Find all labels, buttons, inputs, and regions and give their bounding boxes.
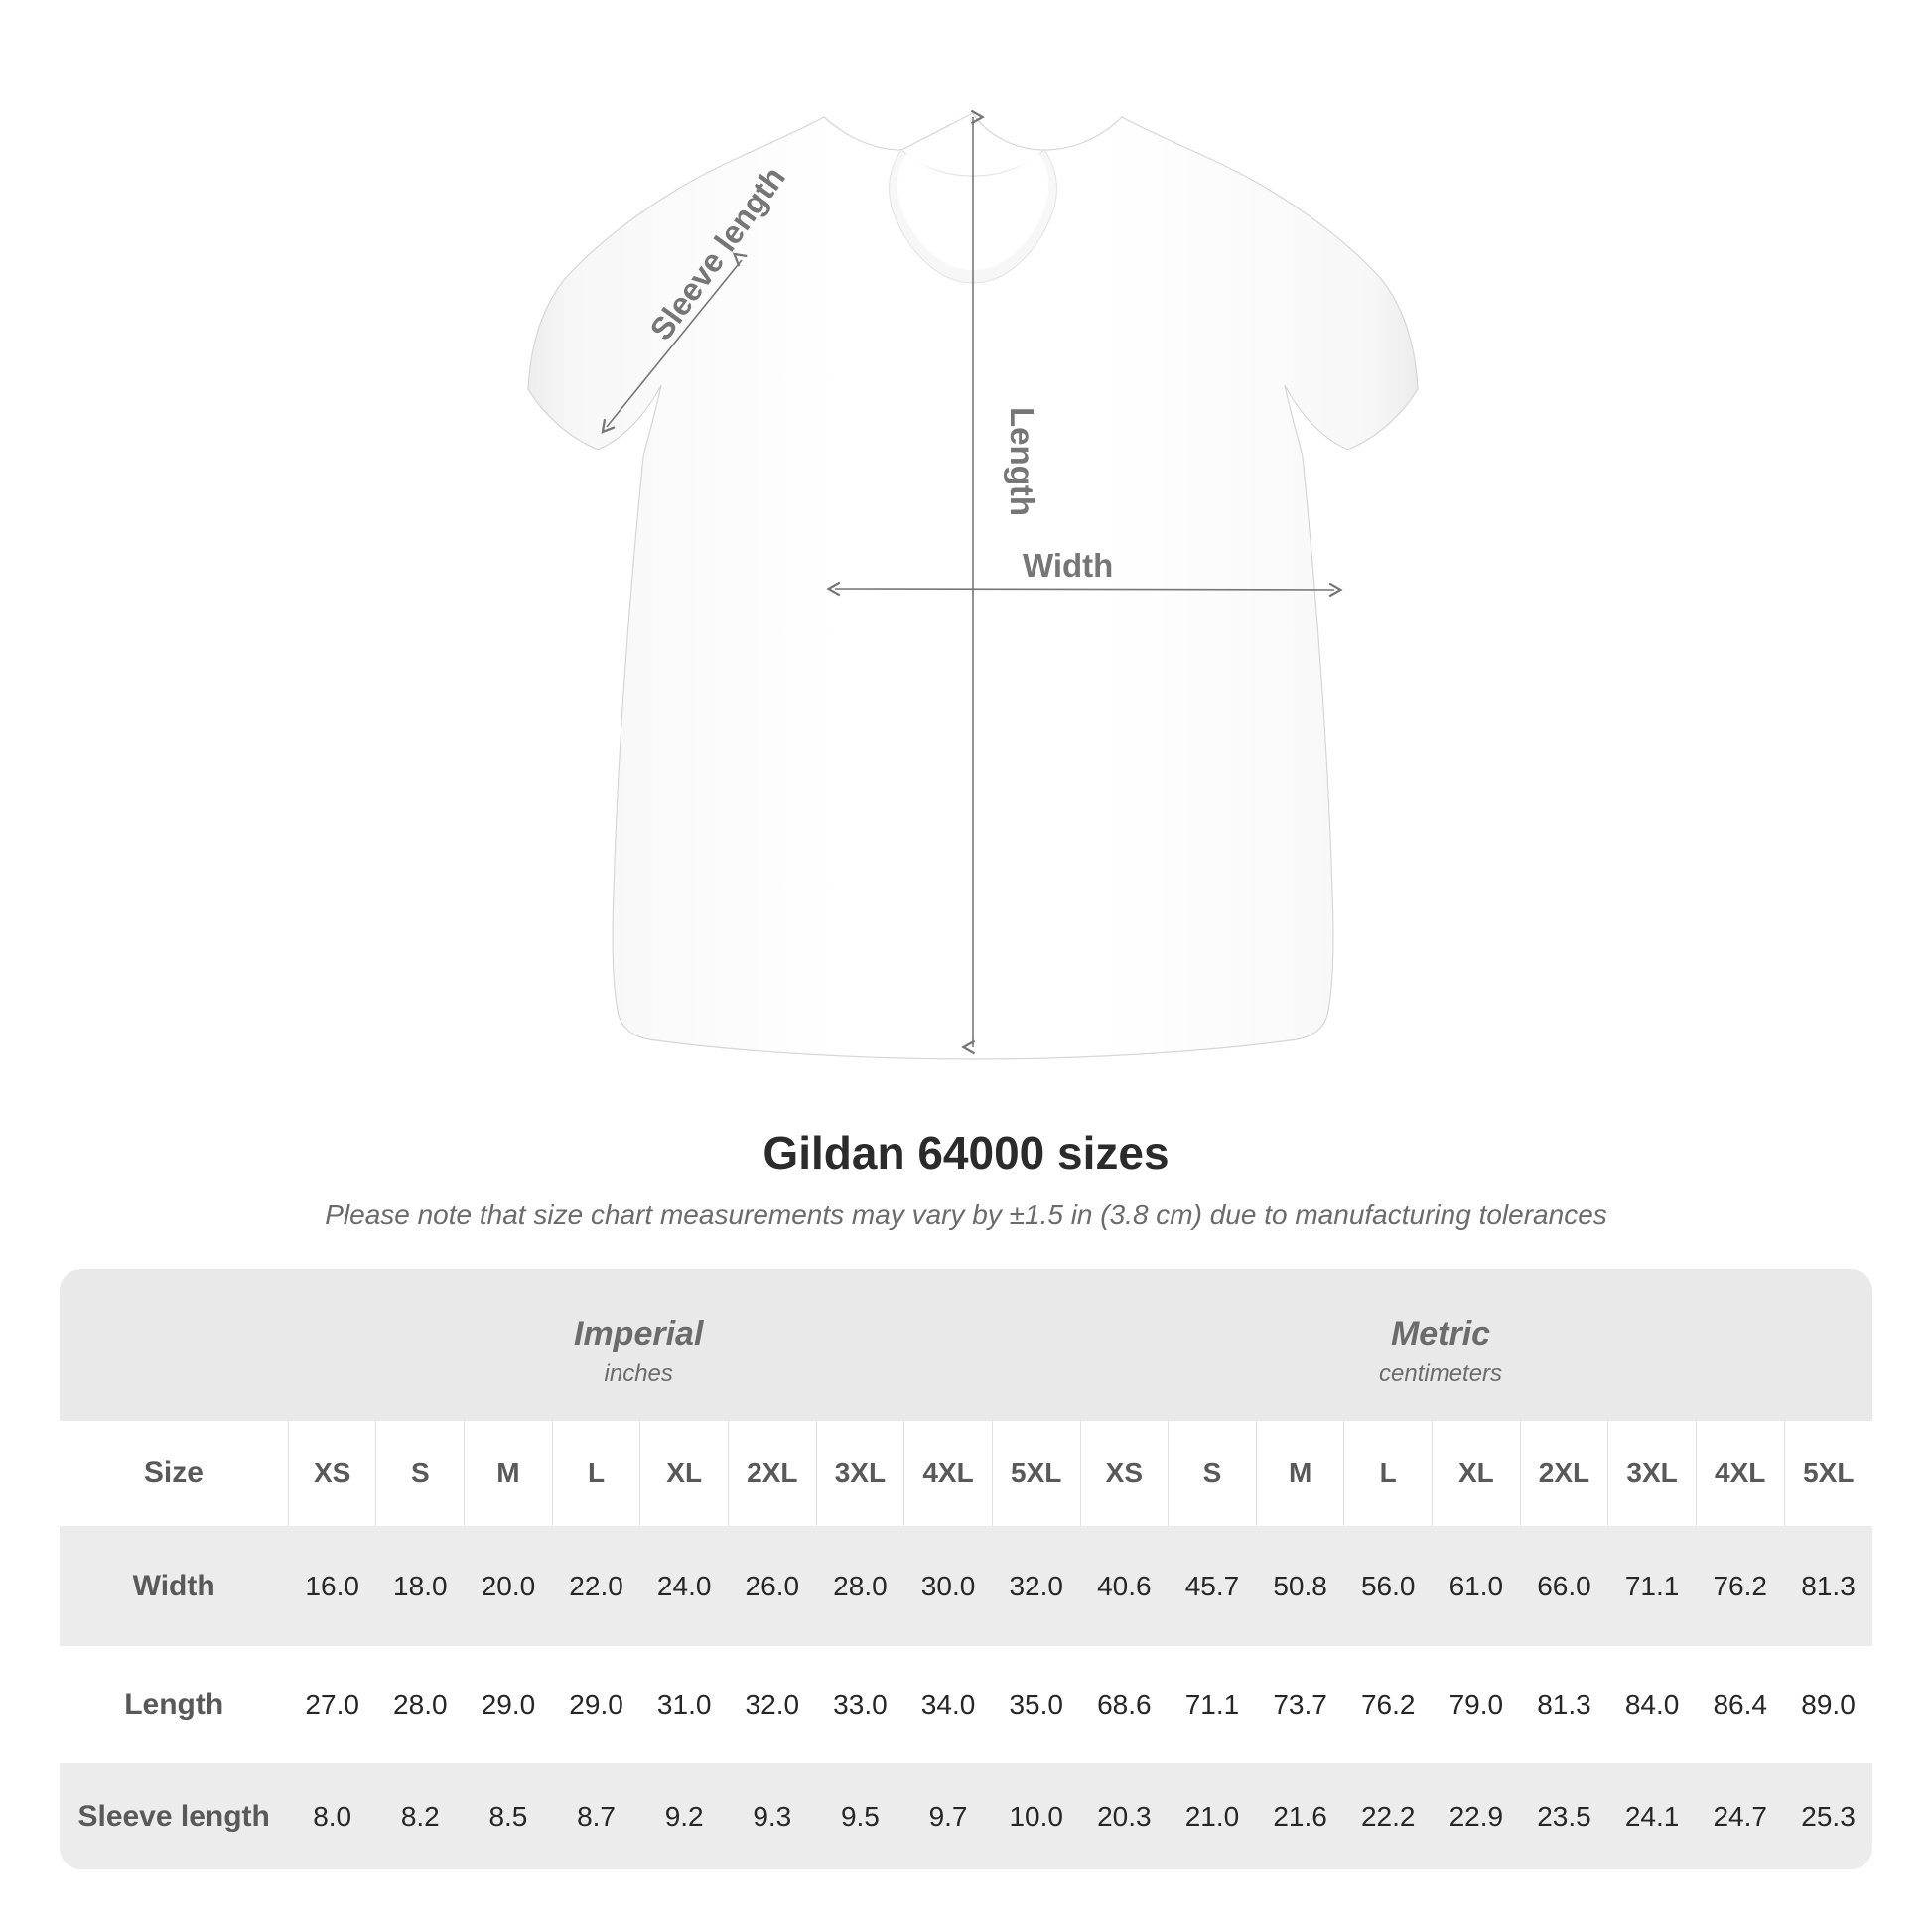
svg-text:Width: Width [1023, 547, 1113, 584]
svg-text:Length: Length [1004, 407, 1040, 516]
svg-text:Sleeve length: Sleeve length [643, 160, 792, 346]
